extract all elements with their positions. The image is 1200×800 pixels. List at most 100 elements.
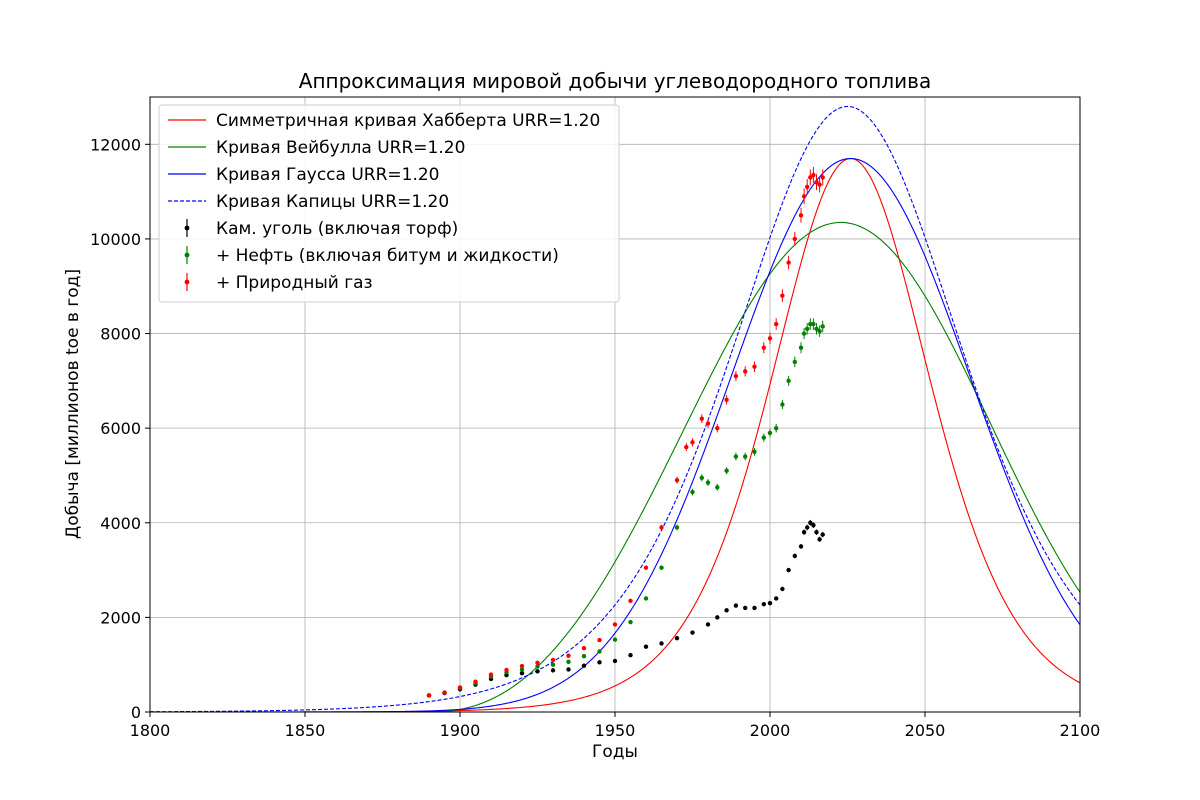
point-marker [504, 667, 509, 673]
point-marker [426, 693, 432, 698]
point-marker [724, 468, 729, 473]
data-point [473, 679, 478, 684]
data-point [581, 663, 587, 668]
data-point [566, 667, 571, 672]
point-marker [774, 425, 779, 431]
data-point [659, 524, 664, 531]
point-marker [767, 336, 773, 341]
data-point [659, 565, 664, 570]
data-point [597, 637, 602, 643]
data-point [805, 179, 810, 195]
x-tick-label: 1950 [595, 721, 636, 740]
point-marker [761, 601, 766, 607]
x-tick-label: 2000 [750, 721, 791, 740]
point-marker [659, 641, 664, 646]
point-marker [643, 565, 649, 570]
data-point [817, 325, 822, 337]
point-marker [674, 525, 680, 530]
data-point [643, 565, 649, 570]
legend-label: Кам. уголь (включая торф) [216, 219, 458, 239]
data-point [705, 419, 711, 428]
data-point [659, 641, 664, 646]
data-point [715, 423, 720, 433]
data-point [643, 644, 649, 649]
data-point [715, 615, 720, 620]
point-marker [814, 179, 819, 185]
data-point [612, 622, 618, 627]
data-point [566, 659, 571, 665]
point-marker [767, 600, 773, 606]
point-marker [808, 520, 813, 525]
point-marker [798, 345, 804, 350]
data-point [690, 488, 695, 496]
data-point [733, 603, 739, 608]
point-marker [519, 663, 525, 669]
point-marker [715, 425, 720, 431]
point-marker [566, 659, 571, 665]
data-point [442, 690, 447, 695]
data-point [814, 174, 819, 191]
data-point [743, 366, 748, 377]
point-marker [792, 553, 797, 559]
data-point [774, 318, 779, 330]
data-point [792, 553, 797, 559]
data-point [767, 332, 773, 344]
point-marker [535, 660, 540, 665]
data-point [597, 660, 602, 665]
data-point [761, 433, 766, 442]
point-marker [659, 565, 664, 570]
data-point [801, 529, 807, 535]
data-point [684, 443, 689, 452]
data-point [808, 169, 813, 186]
data-point [798, 543, 804, 549]
point-marker [684, 444, 689, 450]
y-tick-label: 6000 [100, 419, 141, 438]
legend-label: Симметричная кривая Хабберта URR=1.20 [216, 111, 600, 131]
point-marker [612, 637, 618, 642]
data-point [805, 323, 810, 335]
data-point [811, 167, 816, 184]
point-marker [798, 544, 804, 549]
point-marker [761, 345, 766, 350]
data-point [550, 668, 556, 673]
point-marker [805, 326, 810, 332]
y-tick-label: 12000 [90, 135, 141, 154]
legend-label: Кривая Капицы URR=1.20 [216, 192, 449, 212]
point-marker [628, 653, 633, 658]
data-point [674, 476, 680, 484]
point-marker [715, 485, 720, 490]
y-tick-label: 8000 [100, 325, 141, 344]
point-marker [519, 671, 525, 676]
point-marker [805, 525, 810, 530]
data-point [724, 395, 729, 405]
y-tick-label: 2000 [100, 608, 141, 627]
data-point [519, 663, 525, 669]
point-marker [519, 667, 525, 672]
data-point [761, 601, 766, 607]
data-point [715, 483, 720, 491]
point-marker [550, 662, 556, 667]
point-marker [811, 172, 816, 178]
data-point [792, 356, 797, 368]
point-marker [798, 213, 804, 218]
data-point [780, 586, 785, 592]
data-point [805, 524, 810, 531]
data-point [674, 524, 680, 531]
point-marker [820, 532, 825, 537]
data-point [774, 423, 779, 433]
point-marker [659, 525, 664, 530]
point-marker [628, 598, 633, 604]
point-marker [752, 605, 757, 611]
point-marker [814, 326, 819, 332]
point-marker [786, 260, 791, 265]
point-marker [733, 454, 739, 459]
point-marker [752, 364, 757, 369]
point-marker [808, 321, 813, 327]
data-point [808, 318, 813, 330]
point-marker [457, 685, 463, 690]
point-marker [715, 615, 720, 620]
y-tick-label: 4000 [100, 514, 141, 533]
data-point [628, 619, 633, 625]
point-marker [705, 421, 711, 426]
data-point [792, 231, 797, 247]
